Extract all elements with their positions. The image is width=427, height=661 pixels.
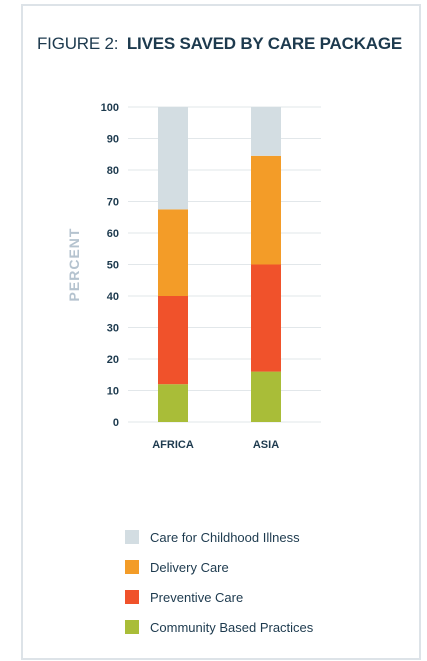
chart-title: LIVES SAVED BY CARE PACKAGE — [126, 34, 403, 53]
legend-item: Preventive Care — [125, 582, 313, 612]
legend-item: Community Based Practices — [125, 612, 313, 642]
legend: Care for Childhood Illness Delivery Care P… — [125, 522, 313, 642]
y-tick-label: 40 — [107, 291, 119, 303]
bar-segment — [158, 209, 188, 296]
y-tick-label: 30 — [107, 323, 119, 335]
x-tick-label: AFRICA — [152, 439, 194, 451]
y-tick-labels: 0 10 20 30 40 50 60 70 80 90 100 — [101, 102, 119, 429]
legend-item: Care for Childhood Illness — [125, 522, 313, 552]
x-tick-labels: AFRICA ASIA — [152, 439, 279, 451]
bar-segment — [251, 371, 281, 422]
y-tick-label: 20 — [107, 354, 119, 366]
bars — [158, 107, 281, 422]
legend-label: Preventive Care — [150, 589, 244, 605]
legend-label: Delivery Care — [150, 559, 229, 575]
y-tick-label: 60 — [107, 228, 119, 240]
bar-segment — [251, 264, 281, 372]
legend-swatch — [125, 530, 139, 544]
legend-item: Delivery Care — [125, 552, 313, 582]
y-tick-label: 90 — [107, 134, 119, 146]
figure-number: FIGURE 2: — [37, 34, 119, 53]
legend-swatch — [125, 590, 139, 604]
y-tick-label: 0 — [113, 417, 119, 429]
x-tick-label: ASIA — [253, 439, 279, 451]
figure-title: FIGURE 2: LIVES SAVED BY CARE PACKAGE — [37, 34, 402, 54]
bar-segment — [251, 107, 281, 156]
bar-segment — [158, 107, 188, 210]
y-axis-label: PERCENT — [66, 228, 82, 302]
y-tick-label: 80 — [107, 165, 119, 177]
stacked-bar-chart: 0 10 20 30 40 50 60 70 80 90 100 AFRICA ASIA PERCEN… — [66, 102, 321, 451]
y-tick-label: 70 — [107, 197, 119, 209]
y-tick-label: 10 — [107, 386, 119, 398]
legend-swatch — [125, 620, 139, 634]
bar-segment — [158, 384, 188, 422]
bar-segment — [158, 296, 188, 385]
legend-label: Community Based Practices — [150, 619, 314, 635]
gridlines — [128, 106, 321, 423]
y-tick-label: 50 — [107, 260, 119, 272]
legend-swatch — [125, 560, 139, 574]
figure-panel: FIGURE 2: LIVES SAVED BY CARE PACKAGE 0 1… — [21, 4, 421, 660]
legend-label: Care for Childhood Illness — [150, 529, 300, 545]
bar-segment — [251, 155, 281, 265]
y-tick-label: 100 — [101, 102, 119, 114]
